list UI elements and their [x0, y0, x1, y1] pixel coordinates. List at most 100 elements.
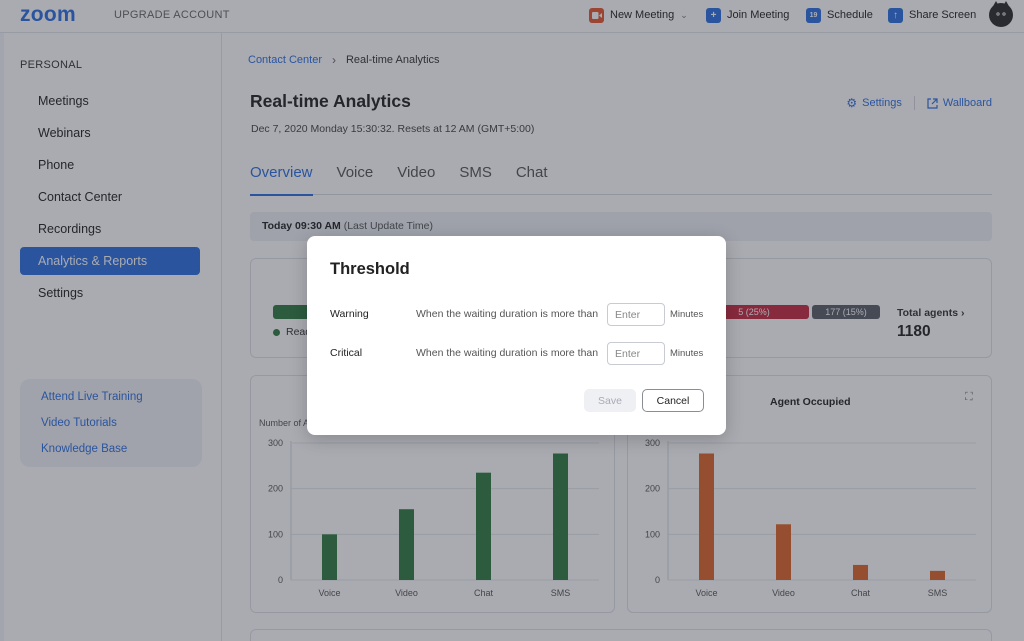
share-screen-label: Share Screen	[909, 9, 977, 21]
sidebar: PERSONAL Meetings Webinars Phone Contact…	[4, 33, 222, 641]
calendar-icon: 19	[806, 7, 821, 23]
zoom-logo[interactable]: zoom	[20, 3, 77, 26]
last-update-time: Today 09:30 AM	[262, 220, 341, 232]
warning-minutes-input[interactable]	[607, 303, 665, 326]
new-meeting-button[interactable]: New Meeting ⌄	[589, 6, 688, 24]
legend-ready-label: Read	[286, 326, 312, 338]
chart-right-ytick-label: 300	[645, 438, 660, 448]
sidebar-item-contact-center[interactable]: Contact Center	[38, 190, 123, 204]
tab-overview[interactable]: Overview	[250, 161, 313, 196]
chart-left-bar	[322, 534, 337, 580]
sidebar-item-analytics-reports[interactable]: Analytics & Reports	[20, 247, 200, 275]
save-button[interactable]: Save	[584, 389, 636, 412]
wallboard-link[interactable]: Wallboard	[927, 97, 992, 109]
chart-left-ytick-label: 300	[268, 438, 283, 448]
chart-left-ytick-label: 200	[268, 484, 283, 494]
breadcrumb-contact-center[interactable]: Contact Center	[248, 54, 322, 66]
knowledge-base-link[interactable]: Knowledge Base	[41, 443, 128, 455]
tab-sms[interactable]: SMS	[459, 164, 492, 181]
upgrade-account-link[interactable]: UPGRADE ACCOUNT	[114, 9, 230, 21]
top-bar: zoom UPGRADE ACCOUNT New Meeting ⌄ + Joi…	[0, 0, 1024, 33]
cat-ear-icon	[992, 1, 1000, 8]
sidebar-item-recordings[interactable]: Recordings	[38, 222, 102, 236]
schedule-label: Schedule	[827, 9, 873, 21]
chart-left-ytick-label: 100	[268, 529, 283, 539]
total-agents-value: 1180	[897, 323, 931, 340]
page-subtitle: Dec 7, 2020 Monday 15:30:32. Resets at 1…	[251, 123, 535, 135]
chart-left-bar	[476, 472, 491, 580]
gear-icon: ⚙	[846, 96, 858, 110]
join-meeting-label: Join Meeting	[727, 9, 790, 21]
critical-minutes-input[interactable]	[607, 342, 665, 365]
avatar[interactable]	[989, 1, 1013, 27]
chart-right-bar	[930, 570, 945, 580]
cat-ear-icon	[1002, 1, 1010, 8]
divider	[913, 96, 915, 110]
critical-row: Critical When the waiting duration is mo…	[330, 342, 710, 366]
join-meeting-button[interactable]: + Join Meeting	[706, 6, 789, 24]
chevron-right-icon: ›	[960, 307, 965, 319]
critical-label: Critical	[330, 347, 363, 359]
chart-right-ytick-label: 200	[645, 484, 660, 494]
schedule-button[interactable]: 19 Schedule	[806, 6, 873, 24]
arrow-up-icon: ↑	[888, 7, 903, 23]
chart-right-title: Agent Occupied	[770, 396, 851, 408]
chart-right-ytick-label: 100	[645, 529, 660, 539]
cancel-button[interactable]: Cancel	[642, 389, 704, 412]
chart-left-bar	[553, 453, 568, 580]
new-meeting-label: New Meeting	[610, 9, 675, 21]
sidebar-nav: Meetings Webinars Phone Contact Center R…	[20, 87, 200, 311]
breadcrumb: Contact Center › Real-time Analytics	[248, 53, 440, 67]
chart-left-xtick-label: SMS	[551, 588, 571, 598]
status-bar-red-segment: 5 (25%)	[699, 305, 809, 319]
bottom-card	[250, 629, 992, 641]
plus-icon: +	[706, 7, 721, 23]
critical-description: When the waiting duration is more than	[416, 347, 599, 359]
chart-right-bar	[853, 564, 868, 580]
chart-left-xtick-label: Voice	[318, 588, 340, 598]
tab-chat[interactable]: Chat	[515, 164, 548, 181]
tab-voice[interactable]: Voice	[336, 164, 374, 181]
help-card: Attend Live Training Video Tutorials Kno…	[20, 379, 202, 467]
chart-right-xtick-label: Voice	[695, 588, 717, 598]
warning-row: Warning When the waiting duration is mor…	[330, 303, 710, 327]
sidebar-item-webinars[interactable]: Webinars	[38, 126, 91, 140]
page-title: Real-time Analytics	[250, 91, 411, 111]
chart-right-bar	[699, 453, 714, 580]
warning-label: Warning	[330, 308, 369, 320]
chart-left-xtick-label: Video	[395, 588, 418, 598]
chevron-down-icon: ⌄	[680, 9, 688, 20]
main-content: Contact Center › Real-time Analytics Rea…	[222, 33, 1024, 641]
chart-left-bar	[399, 509, 414, 580]
sidebar-item-phone[interactable]: Phone	[38, 158, 75, 172]
breadcrumb-current: Real-time Analytics	[345, 54, 440, 66]
sidebar-item-settings[interactable]: Settings	[38, 286, 84, 300]
tab-video[interactable]: Video	[397, 164, 436, 181]
last-update-label: (Last Update Time)	[343, 220, 433, 232]
external-link-icon	[927, 97, 938, 109]
sidebar-section-personal: PERSONAL	[20, 59, 83, 71]
chart-card-right: Agent Occupied ⛶ 0 100 200 300 Voice Video Cha…	[627, 375, 992, 613]
threshold-dialog: Threshold Warning When the waiting durat…	[307, 236, 726, 435]
expand-icon[interactable]: ⛶	[965, 391, 973, 403]
warning-unit: Minutes	[670, 309, 704, 320]
chart-left-xtick-label: Chat	[474, 588, 494, 598]
settings-link[interactable]: ⚙ Settings	[846, 96, 902, 110]
chart-right-xtick-label: Chat	[851, 588, 871, 598]
chart-right-bar	[776, 524, 791, 580]
total-agents-link[interactable]: Total agents ›	[897, 307, 964, 319]
video-tutorials-link[interactable]: Video Tutorials	[41, 417, 117, 429]
chevron-right-icon: ›	[331, 53, 336, 67]
legend-ready: Read	[273, 326, 311, 338]
header-links: ⚙ Settings Wallboard	[846, 96, 992, 110]
share-screen-button[interactable]: ↑ Share Screen	[888, 6, 976, 24]
chart-left-ytick-label: 0	[278, 575, 283, 585]
chart-left-svg: 0 100 200 300 Voice Video Chat SMS	[268, 438, 599, 598]
wallboard-link-label: Wallboard	[942, 97, 992, 109]
status-bar-gray-segment: 177 (15%)	[812, 305, 880, 319]
cat-face-icon	[996, 12, 1006, 16]
critical-unit: Minutes	[670, 348, 704, 359]
attend-live-training-link[interactable]: Attend Live Training	[41, 391, 143, 403]
chart-right-xtick-label: SMS	[928, 588, 948, 598]
sidebar-item-meetings[interactable]: Meetings	[38, 94, 89, 108]
